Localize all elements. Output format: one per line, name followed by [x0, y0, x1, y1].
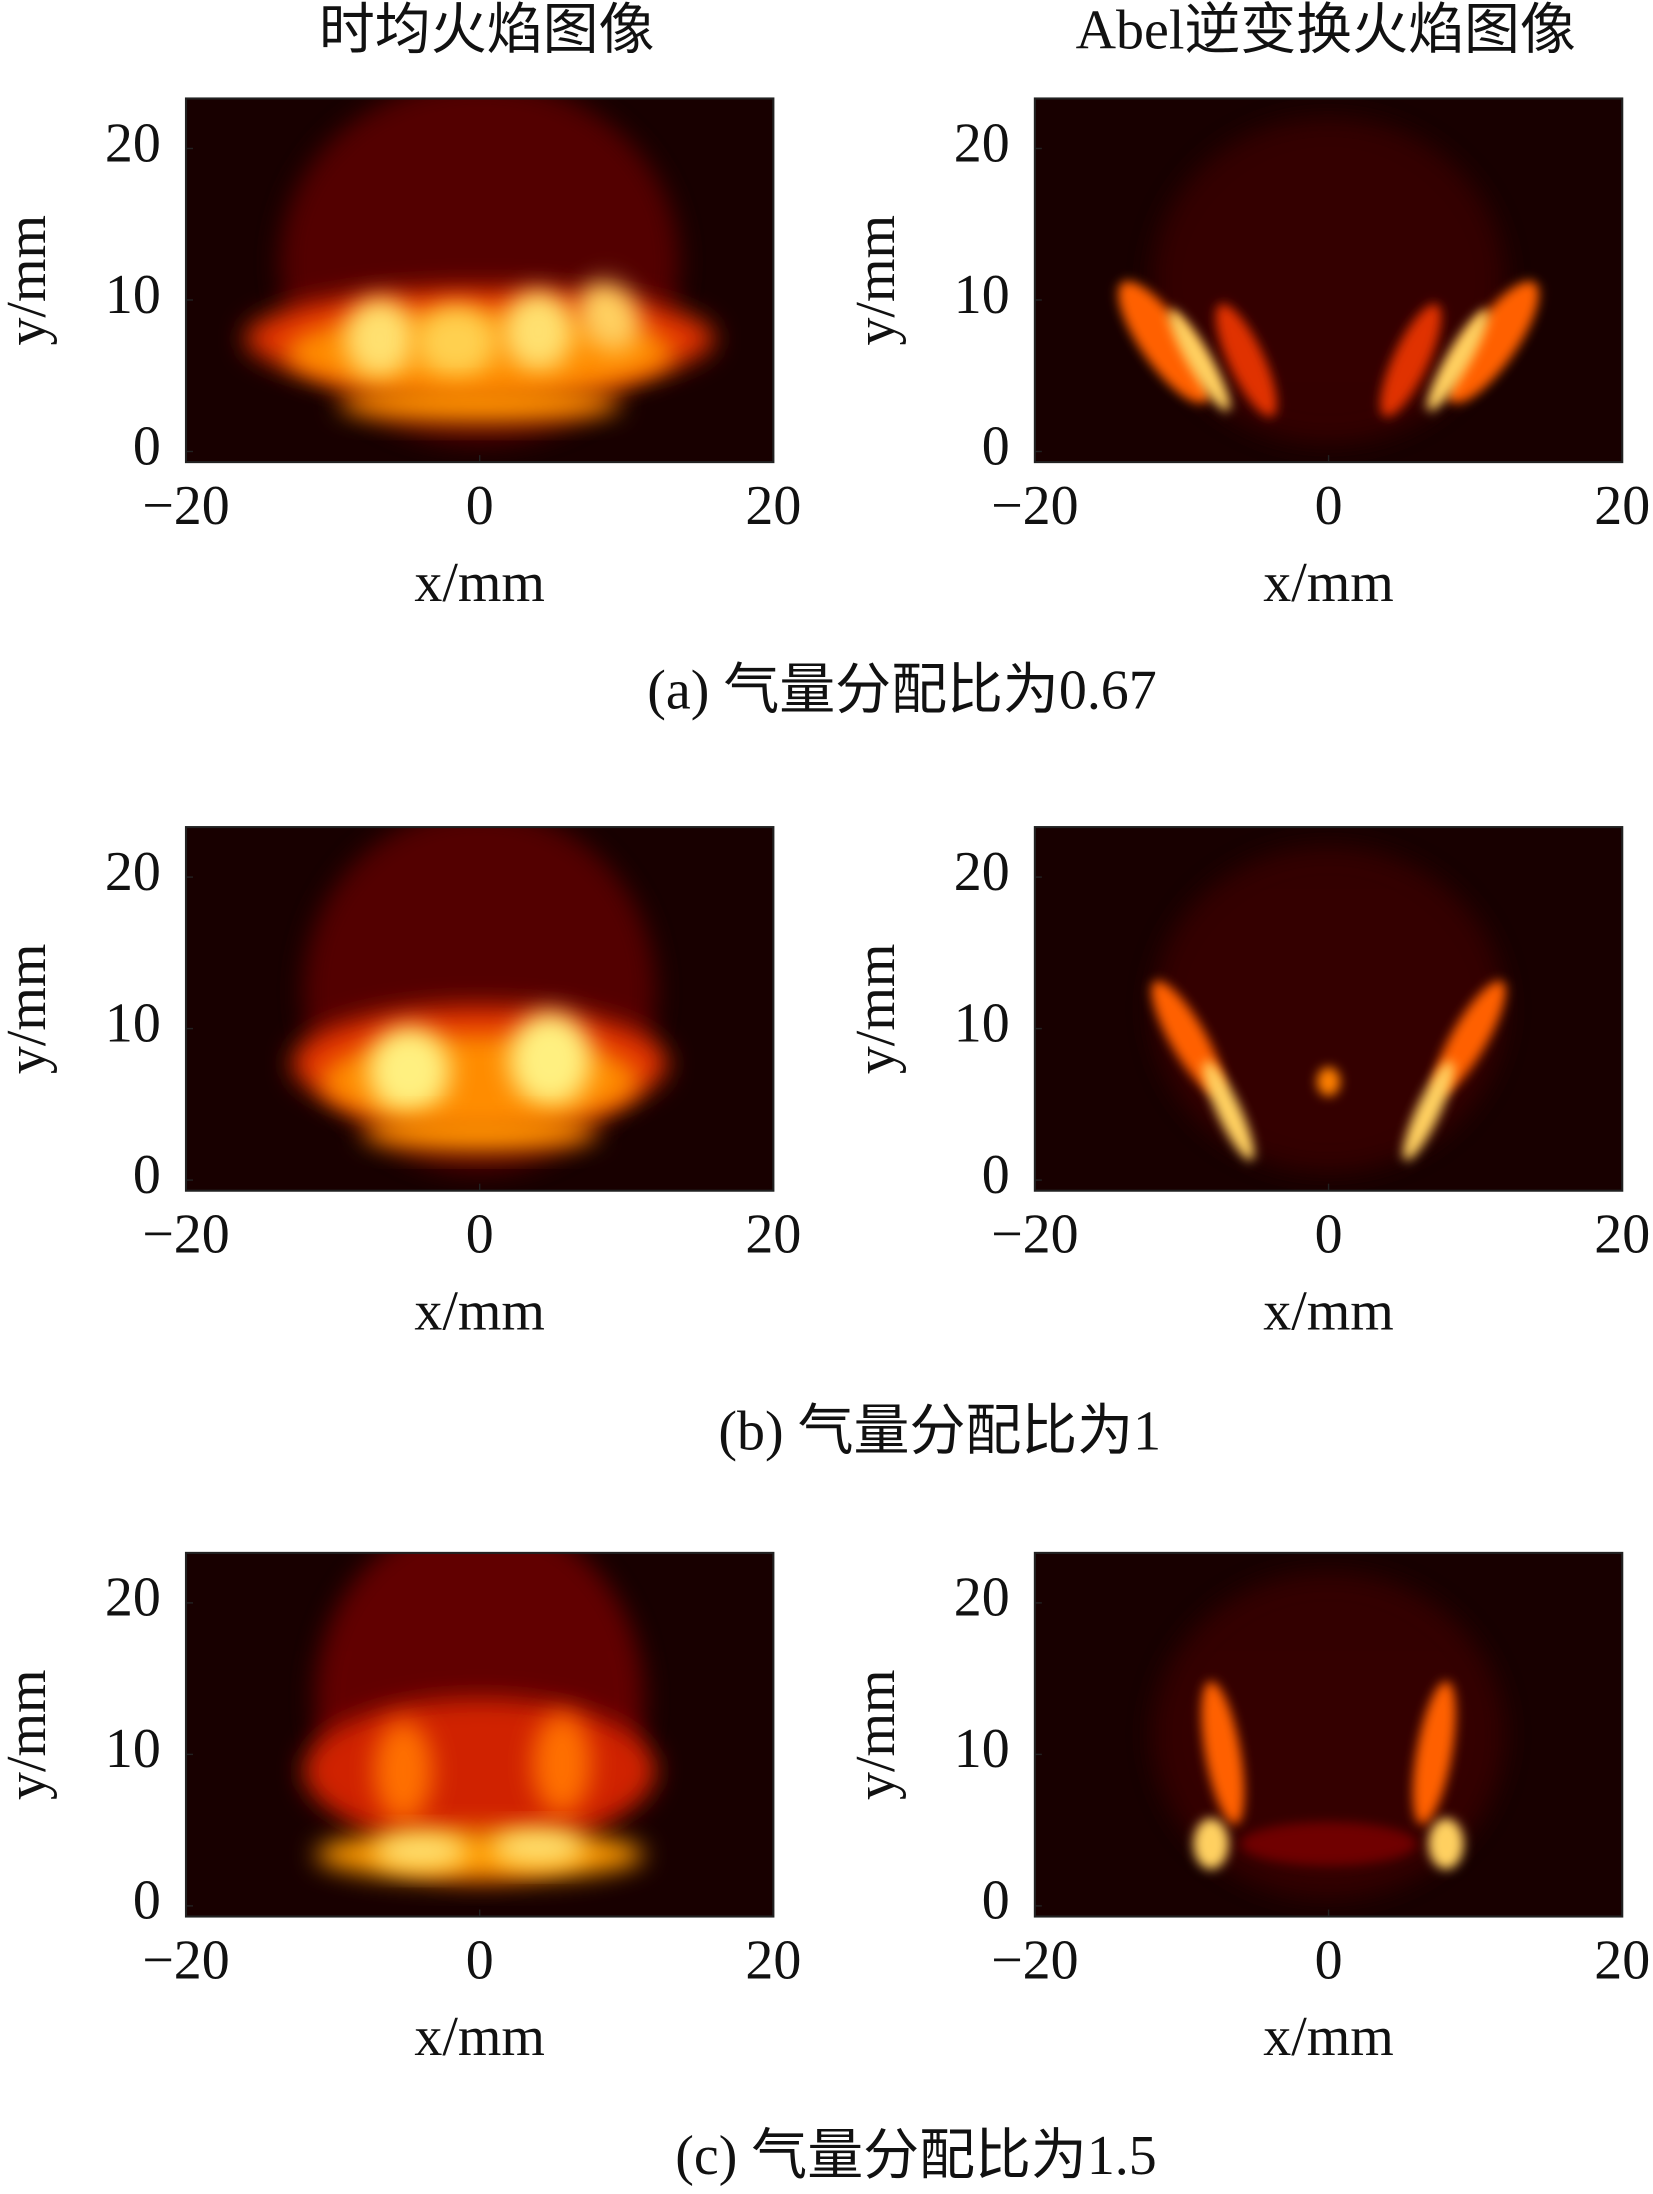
flame-region — [509, 1012, 592, 1108]
y-tick-label: 10 — [954, 1718, 1010, 1780]
y-axis-label: y/mm — [0, 1669, 58, 1800]
y-tick-label: 10 — [954, 992, 1010, 1054]
y-tick-label: 0 — [982, 1144, 1010, 1206]
x-axis-label: x/mm — [1263, 2006, 1394, 2068]
flame-region — [1380, 303, 1442, 417]
x-axis-label: x/mm — [414, 2006, 545, 2068]
y-tick-label: 10 — [105, 1718, 161, 1780]
column-title: 时均火焰图像 — [319, 0, 655, 61]
x-axis-label: x/mm — [414, 1280, 545, 1342]
flame-region — [1447, 281, 1539, 404]
y-tick-label: 20 — [954, 112, 1010, 174]
x-tick-label: 20 — [1594, 1203, 1650, 1265]
flame-region — [1240, 1821, 1417, 1866]
heatmap — [1151, 845, 1506, 1173]
x-tick-label: −20 — [142, 1203, 229, 1265]
flame-region — [338, 385, 621, 423]
heatmap — [303, 1552, 656, 1881]
x-tick-label: −20 — [991, 475, 1078, 537]
y-axis-label: y/mm — [0, 944, 58, 1075]
flame-region — [315, 1829, 645, 1881]
y-tick-label: 10 — [105, 992, 161, 1054]
x-tick-label: 20 — [745, 475, 801, 537]
flame-region — [1215, 303, 1277, 417]
x-tick-label: 0 — [466, 1203, 494, 1265]
y-tick-label: 20 — [954, 841, 1010, 903]
y-axis-label: y/mm — [845, 215, 907, 346]
y-tick-label: 20 — [954, 1567, 1010, 1629]
flame-region — [1428, 1818, 1464, 1870]
x-tick-label: 20 — [1594, 475, 1650, 537]
flame-region — [1118, 281, 1211, 404]
x-tick-label: 20 — [745, 1929, 801, 1991]
caption: (a) 气量分配比为0.67 — [647, 659, 1156, 721]
x-tick-label: 0 — [466, 1929, 494, 1991]
y-tick-label: 20 — [105, 1567, 161, 1629]
y-tick-label: 0 — [982, 415, 1010, 477]
heatmap — [1152, 1571, 1505, 1899]
flame-region — [577, 281, 641, 352]
x-tick-label: 20 — [745, 1203, 801, 1265]
flame-region — [368, 1027, 451, 1115]
heatmap — [244, 98, 715, 444]
flame-region — [1316, 1067, 1341, 1097]
x-tick-label: 0 — [1315, 1929, 1343, 1991]
flame-region — [362, 1114, 598, 1151]
flame-region — [303, 1698, 656, 1844]
x-tick-label: −20 — [991, 1929, 1078, 1991]
flame-region — [1403, 1061, 1454, 1161]
flame-region — [491, 1829, 586, 1866]
x-tick-label: −20 — [991, 1203, 1078, 1265]
column-title: Abel逆变换火焰图像 — [1076, 0, 1576, 61]
y-axis-label: y/mm — [0, 215, 58, 346]
x-tick-label: 0 — [1315, 1203, 1343, 1265]
x-axis-label: x/mm — [1263, 1280, 1394, 1342]
flame-region — [373, 1720, 433, 1822]
flame-region — [532, 1712, 592, 1815]
y-tick-label: 0 — [133, 1870, 161, 1932]
x-tick-label: 0 — [466, 475, 494, 537]
y-tick-label: 20 — [105, 841, 161, 903]
flame-region — [373, 1832, 468, 1870]
x-tick-label: −20 — [142, 1929, 229, 1991]
y-tick-label: 20 — [105, 112, 161, 174]
y-tick-label: 0 — [133, 1144, 161, 1206]
caption: (c) 气量分配比为1.5 — [675, 2125, 1156, 2187]
flame-region — [1412, 1681, 1456, 1825]
y-tick-label: 10 — [954, 264, 1010, 326]
flame-region — [1152, 845, 1505, 1173]
flame-region — [1168, 309, 1231, 412]
flame-region — [1201, 1681, 1245, 1825]
x-tick-label: 20 — [1594, 1929, 1650, 1991]
y-axis-label: y/mm — [845, 1669, 907, 1800]
heatmap — [1118, 116, 1539, 444]
x-axis-label: x/mm — [414, 552, 545, 614]
flame-region — [1193, 1818, 1229, 1870]
flame-region — [415, 305, 498, 379]
y-tick-label: 10 — [105, 264, 161, 326]
flame-region — [1426, 309, 1489, 412]
flame-region — [344, 298, 416, 379]
x-tick-label: 0 — [1315, 475, 1343, 537]
heatmap — [291, 827, 668, 1173]
x-axis-label: x/mm — [1263, 552, 1394, 614]
flame-region — [503, 291, 574, 372]
flame-region — [1203, 1061, 1255, 1161]
y-axis-label: y/mm — [845, 944, 907, 1075]
y-tick-label: 0 — [133, 415, 161, 477]
y-tick-label: 0 — [982, 1870, 1010, 1932]
caption: (b) 气量分配比为1 — [718, 1401, 1161, 1463]
x-tick-label: −20 — [142, 475, 229, 537]
